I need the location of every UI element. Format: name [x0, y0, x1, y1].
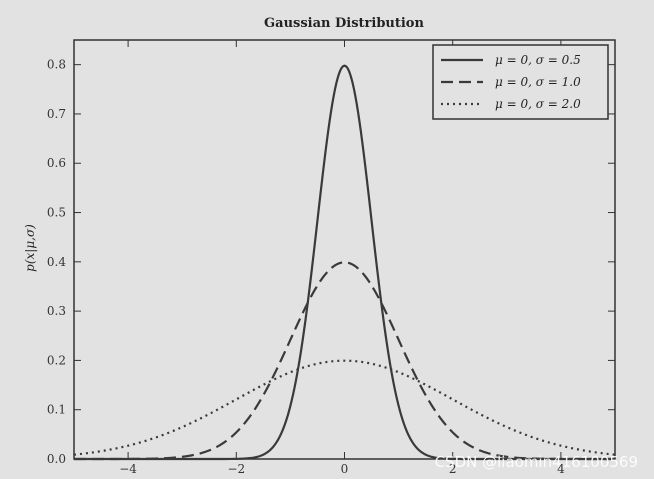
y-tick-label: 0.8	[47, 58, 66, 72]
y-tick-label: 0.3	[47, 304, 66, 318]
chart-title: Gaussian Distribution	[264, 16, 424, 31]
x-axis-ticks: −4 −2 0 2 4	[119, 40, 565, 476]
y-tick-label: 0.5	[47, 206, 66, 220]
y-tick-label: 0.7	[47, 107, 66, 121]
y-tick-label: 0.0	[47, 452, 66, 466]
series-line-1	[74, 64, 615, 461]
y-tick-label: 0.2	[47, 353, 66, 367]
series-lines	[73, 64, 616, 461]
x-tick-label: 2	[449, 462, 457, 476]
legend: μ = 0, σ = 0.5 μ = 0, σ = 1.0 μ = 0, σ = 2…	[432, 44, 609, 120]
legend-label: μ = 0, σ = 2.0	[495, 97, 581, 111]
y-tick-label: 0.1	[47, 403, 66, 417]
series-line-2	[74, 261, 615, 461]
x-tick-label: 0	[341, 462, 349, 476]
y-axis-ticks: 0.0 0.1 0.2 0.3 0.4 0.5 0.6 0.7 0.8	[47, 58, 615, 466]
legend-label: μ = 0, σ = 1.0	[495, 75, 581, 89]
x-tick-label: −2	[227, 462, 245, 476]
x-tick-label: −4	[119, 462, 137, 476]
series-line-3	[73, 359, 616, 456]
y-tick-label: 0.4	[47, 255, 66, 269]
y-tick-label: 0.6	[47, 156, 66, 170]
legend-label: μ = 0, σ = 0.5	[495, 53, 581, 67]
x-tick-label: 4	[557, 462, 565, 476]
y-axis-label: p(x|μ,σ)	[23, 224, 37, 272]
watermark-text: CSDN @liaomin416100569	[435, 453, 638, 471]
